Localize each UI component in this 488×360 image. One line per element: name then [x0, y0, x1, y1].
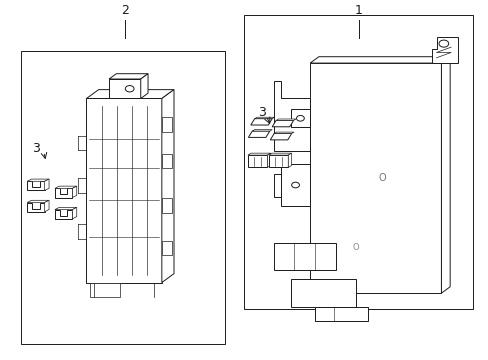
Polygon shape — [162, 90, 174, 283]
Polygon shape — [431, 37, 458, 63]
Polygon shape — [287, 153, 291, 167]
Polygon shape — [27, 200, 49, 203]
Polygon shape — [314, 307, 368, 321]
Bar — [244, 15, 472, 309]
Polygon shape — [86, 99, 162, 283]
Text: 1: 1 — [354, 4, 362, 17]
Polygon shape — [27, 181, 44, 190]
Polygon shape — [254, 117, 274, 119]
Polygon shape — [274, 132, 293, 134]
Polygon shape — [267, 153, 270, 167]
Polygon shape — [55, 188, 72, 198]
Polygon shape — [250, 119, 272, 125]
Polygon shape — [90, 283, 120, 297]
Polygon shape — [27, 179, 49, 181]
Polygon shape — [27, 203, 44, 212]
Polygon shape — [162, 154, 171, 168]
Polygon shape — [281, 164, 309, 206]
Polygon shape — [109, 79, 141, 99]
Polygon shape — [268, 153, 291, 155]
Polygon shape — [290, 279, 355, 307]
Polygon shape — [276, 119, 295, 121]
Polygon shape — [86, 90, 174, 99]
Polygon shape — [44, 200, 49, 212]
Polygon shape — [162, 117, 171, 132]
Polygon shape — [162, 241, 171, 255]
Polygon shape — [270, 134, 291, 140]
Text: O: O — [352, 243, 359, 252]
Polygon shape — [248, 131, 269, 138]
Polygon shape — [247, 153, 270, 155]
Polygon shape — [55, 207, 77, 210]
Polygon shape — [72, 207, 77, 219]
Polygon shape — [55, 186, 77, 188]
Polygon shape — [109, 74, 148, 79]
Text: 2: 2 — [121, 4, 129, 17]
Polygon shape — [273, 243, 336, 270]
Text: 3: 3 — [257, 106, 265, 119]
Polygon shape — [72, 186, 77, 198]
Polygon shape — [273, 81, 309, 150]
Polygon shape — [272, 121, 293, 127]
Text: O: O — [378, 173, 386, 183]
Polygon shape — [141, 74, 148, 99]
Polygon shape — [268, 155, 287, 167]
Polygon shape — [309, 57, 449, 63]
Polygon shape — [55, 210, 72, 219]
Polygon shape — [309, 63, 441, 293]
Polygon shape — [162, 198, 171, 213]
Polygon shape — [273, 174, 281, 197]
Polygon shape — [252, 130, 272, 131]
Polygon shape — [441, 57, 449, 293]
Text: 3: 3 — [32, 141, 40, 154]
Polygon shape — [247, 155, 267, 167]
Polygon shape — [44, 179, 49, 190]
Polygon shape — [290, 109, 309, 127]
Bar — [21, 51, 224, 345]
